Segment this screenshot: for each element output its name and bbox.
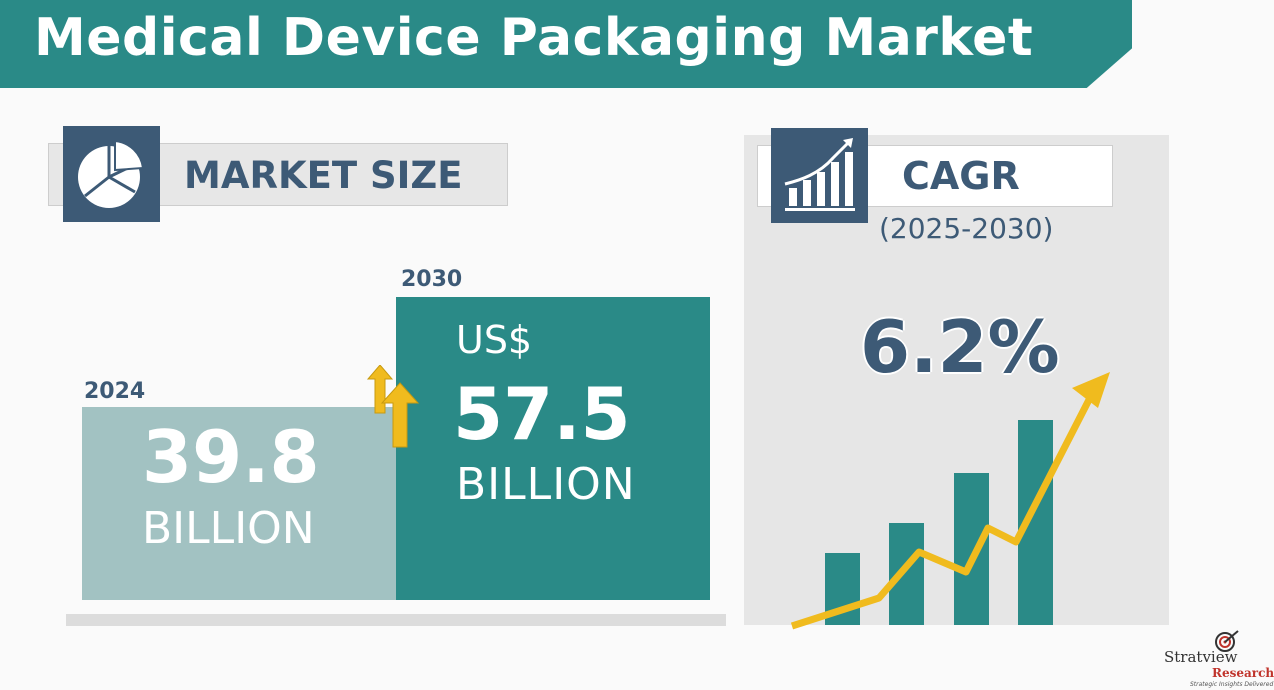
logo-target-icon bbox=[1215, 630, 1239, 652]
cagr-value: 6.2% bbox=[860, 305, 1060, 389]
cagr-period: (2025-2030) bbox=[879, 212, 1054, 245]
page-title: Medical Device Packaging Market bbox=[34, 8, 1034, 68]
year-label-2024: 2024 bbox=[84, 379, 146, 404]
up-arrows-icon bbox=[366, 365, 420, 448]
logo-tagline: Strategic Insights Delivered bbox=[1190, 681, 1274, 688]
logo-sub: Research bbox=[1212, 666, 1274, 680]
market-size-label: MARKET SIZE bbox=[184, 154, 463, 197]
value-2030: 57.5 bbox=[453, 372, 631, 456]
bar-2024 bbox=[82, 407, 398, 600]
title-banner bbox=[0, 0, 1132, 88]
currency-2030: US$ bbox=[456, 318, 533, 362]
logo-name: Stratview bbox=[1164, 648, 1238, 666]
year-label-2030: 2030 bbox=[401, 267, 463, 292]
unit-2024: BILLION bbox=[142, 503, 315, 554]
chart-baseline bbox=[66, 614, 726, 626]
bar-2030 bbox=[396, 297, 710, 600]
value-2024: 39.8 bbox=[142, 415, 320, 499]
unit-2030: BILLION bbox=[456, 459, 636, 510]
growth-arrowhead bbox=[1072, 372, 1110, 408]
cagr-growth-illustration bbox=[790, 372, 1110, 630]
growth-bar-2 bbox=[889, 523, 924, 625]
pie-chart-icon bbox=[63, 126, 160, 222]
growth-chart-icon bbox=[771, 128, 868, 223]
growth-line bbox=[790, 388, 1098, 630]
growth-bar-3 bbox=[954, 473, 989, 625]
stratview-logo: Stratview Research Strategic Insights De… bbox=[1160, 628, 1274, 688]
cagr-label: CAGR bbox=[902, 154, 1020, 198]
